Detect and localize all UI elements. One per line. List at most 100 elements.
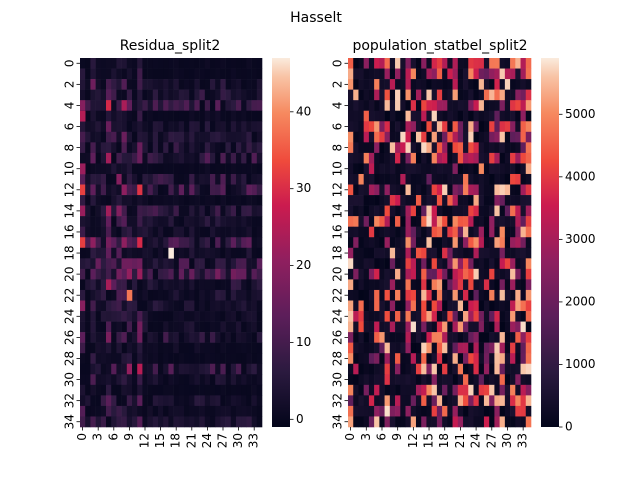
- right-cell: [368, 152, 375, 164]
- left-cell: [210, 268, 216, 280]
- right-cell: [483, 416, 490, 428]
- left-cell: [225, 258, 232, 270]
- right-cell: [457, 163, 464, 175]
- right-cell: [358, 353, 364, 365]
- right-cell: [395, 374, 401, 386]
- left-cell: [246, 258, 252, 270]
- right-cell: [410, 289, 417, 301]
- left-cell: [246, 342, 252, 354]
- right-cell: [421, 279, 427, 291]
- left-cell: [90, 311, 96, 322]
- left-cell: [241, 131, 247, 143]
- right-cell: [400, 289, 406, 301]
- right-cell: [379, 268, 385, 280]
- left-cell: [173, 405, 180, 417]
- left-cell: [137, 79, 143, 90]
- left-cell: [100, 226, 107, 238]
- right-cell: [520, 405, 527, 417]
- left-cell: [168, 68, 174, 80]
- right-cell: [442, 311, 448, 322]
- left-cell: [194, 268, 200, 280]
- left-colorbar-label: 30: [296, 181, 311, 195]
- left-cell: [246, 363, 252, 375]
- right-cell: [457, 416, 464, 428]
- left-cell: [189, 279, 195, 291]
- left-xtick-label: 21: [184, 433, 198, 448]
- left-cell: [152, 289, 159, 301]
- right-heatmap-title: population_statbel_split2: [352, 38, 527, 54]
- left-cell: [251, 226, 258, 238]
- left-cell: [241, 416, 247, 428]
- right-cell: [389, 289, 396, 301]
- left-cell: [241, 395, 247, 407]
- right-cell: [395, 289, 401, 301]
- right-cell: [379, 321, 385, 333]
- right-ytick-label: 16: [331, 224, 345, 239]
- left-ytick-label: 12: [63, 182, 77, 197]
- left-cell: [225, 395, 232, 407]
- right-cell: [489, 131, 495, 143]
- right-cell: [421, 311, 427, 322]
- left-cell: [106, 353, 112, 365]
- left-cell: [106, 332, 112, 343]
- left-cell: [152, 279, 159, 291]
- right-cell: [400, 311, 406, 322]
- right-cell: [457, 79, 464, 90]
- right-cell: [515, 237, 521, 249]
- left-cell: [90, 142, 96, 154]
- left-ytick-label: 14: [63, 203, 77, 218]
- right-ytick-label: 14: [331, 203, 345, 218]
- right-cell: [483, 268, 490, 280]
- left-cell: [256, 216, 263, 227]
- right-cell: [353, 142, 359, 154]
- left-cell: [121, 58, 128, 69]
- left-cell: [152, 342, 159, 354]
- left-cell: [126, 247, 133, 259]
- left-cell: [85, 131, 91, 143]
- right-cell: [348, 226, 354, 238]
- right-cell: [431, 100, 438, 112]
- right-cell: [374, 384, 380, 396]
- left-cell: [251, 258, 258, 270]
- left-cell: [142, 300, 148, 312]
- right-cell: [384, 384, 391, 396]
- right-cell: [358, 268, 364, 280]
- right-cell: [452, 163, 459, 175]
- left-cell: [220, 258, 226, 270]
- left-cell: [173, 58, 180, 69]
- right-cell: [478, 100, 485, 112]
- left-cell: [85, 68, 91, 80]
- right-cell: [515, 321, 521, 333]
- right-cell: [363, 152, 370, 164]
- left-cell: [199, 332, 206, 343]
- right-cell: [400, 395, 406, 407]
- left-cell: [137, 142, 143, 154]
- right-cell: [525, 405, 532, 417]
- left-cell: [204, 247, 211, 259]
- left-cell: [184, 121, 190, 133]
- right-cell: [426, 226, 432, 238]
- left-cell: [246, 279, 252, 291]
- left-cell: [256, 416, 263, 428]
- left-cell: [80, 384, 86, 396]
- left-cell: [100, 332, 107, 343]
- right-cell: [389, 173, 396, 185]
- left-cell: [147, 131, 154, 143]
- right-cell: [494, 374, 500, 386]
- right-cell: [483, 321, 490, 333]
- right-cell: [363, 268, 370, 280]
- left-cell: [220, 131, 226, 143]
- left-cell: [163, 353, 169, 365]
- left-cell: [111, 89, 117, 101]
- left-cell: [241, 110, 247, 122]
- right-cell: [447, 100, 453, 112]
- right-cell: [421, 79, 427, 90]
- right-cell: [504, 142, 511, 154]
- left-cell: [194, 342, 200, 354]
- right-cell: [421, 416, 427, 428]
- left-cell: [106, 405, 112, 417]
- left-cell: [256, 279, 263, 291]
- right-cell: [415, 173, 422, 185]
- right-cell: [457, 184, 464, 196]
- left-cell: [147, 374, 154, 386]
